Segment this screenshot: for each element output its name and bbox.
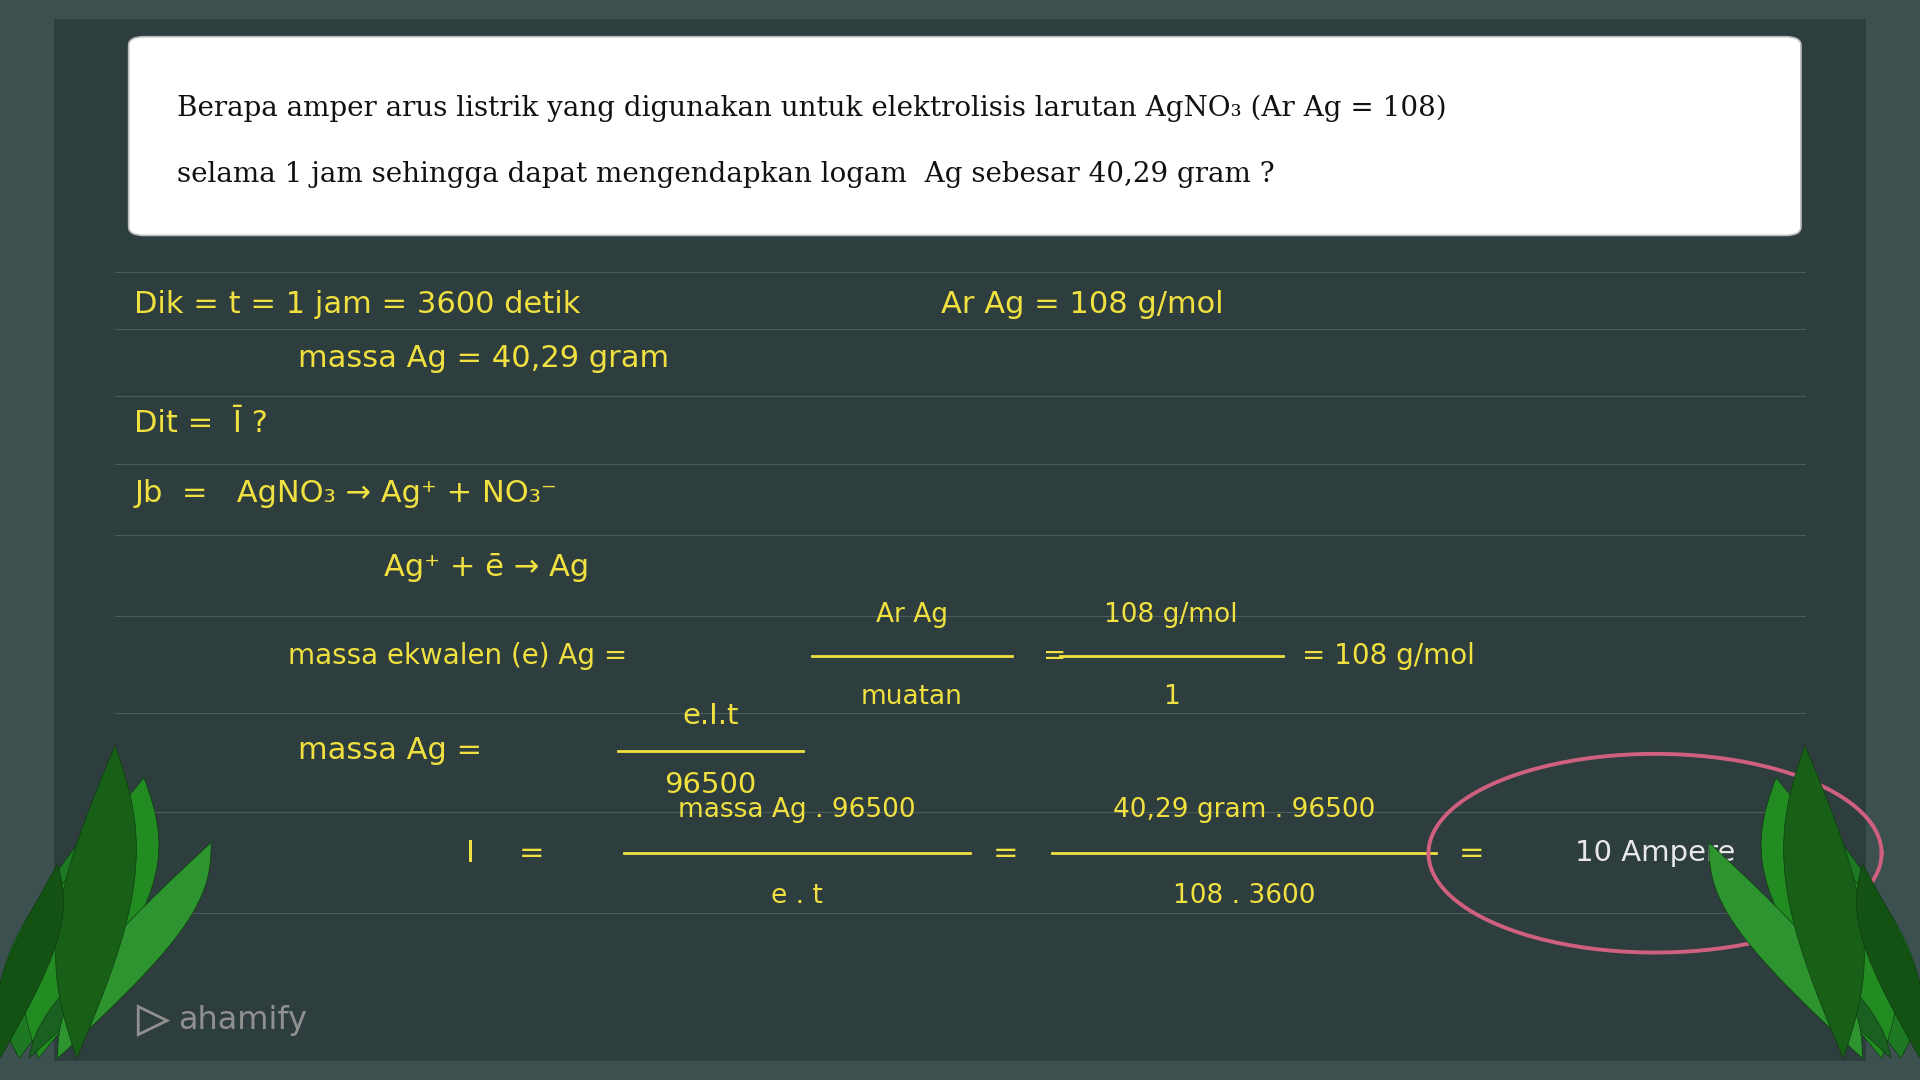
Text: Ar Ag: Ar Ag [876,602,948,627]
Text: massa Ag =: massa Ag = [298,737,482,765]
Text: massa Ag . 96500: massa Ag . 96500 [678,797,916,823]
Text: massa Ag = 40,29 gram: massa Ag = 40,29 gram [298,345,668,373]
Polygon shape [1784,745,1864,1058]
Text: 96500: 96500 [664,771,756,799]
Polygon shape [29,886,173,1058]
Text: e.I.t: e.I.t [682,702,739,730]
Text: = 108 g/mol: = 108 g/mol [1302,642,1475,670]
Text: Ag⁺ + ē → Ag: Ag⁺ + ē → Ag [384,553,589,581]
Polygon shape [1814,832,1920,1058]
Polygon shape [1761,778,1897,1058]
Text: Dit =  Ī ?: Dit = Ī ? [134,409,269,437]
Text: I: I [467,839,474,867]
Text: 108 . 3600: 108 . 3600 [1173,883,1315,909]
Text: ahamify: ahamify [179,1005,307,1036]
Text: Ar Ag = 108 g/mol: Ar Ag = 108 g/mol [941,291,1223,319]
Polygon shape [1857,864,1920,1058]
Text: 10 Ampere: 10 Ampere [1574,839,1736,867]
Polygon shape [0,832,106,1058]
Text: 40,29 gram . 96500: 40,29 gram . 96500 [1114,797,1375,823]
FancyBboxPatch shape [129,37,1801,235]
Text: =: = [1459,839,1484,867]
Text: =: = [1043,642,1066,670]
Text: Berapa amper arus listrik yang digunakan untuk elektrolisis larutan AgNO₃ (Ar Ag: Berapa amper arus listrik yang digunakan… [177,94,1446,122]
Text: selama 1 jam sehingga dapat mengendapkan logam  Ag sebesar 40,29 gram ?: selama 1 jam sehingga dapat mengendapkan… [177,161,1275,188]
Text: =: = [993,839,1018,867]
Polygon shape [23,778,159,1058]
Text: 108 g/mol: 108 g/mol [1104,602,1238,627]
Text: 1: 1 [1164,684,1179,710]
Text: massa ekwalen (e) Ag =: massa ekwalen (e) Ag = [288,642,628,670]
Polygon shape [1709,842,1862,1058]
Text: muatan: muatan [860,684,964,710]
Polygon shape [1747,886,1891,1058]
Polygon shape [58,842,211,1058]
Text: Dik = t = 1 jam = 3600 detik: Dik = t = 1 jam = 3600 detik [134,291,580,319]
FancyBboxPatch shape [54,19,1866,1061]
Text: e . t: e . t [770,883,824,909]
Polygon shape [56,745,136,1058]
Polygon shape [0,864,63,1058]
Text: Jb  =   AgNO₃ → Ag⁺ + NO₃⁻: Jb = AgNO₃ → Ag⁺ + NO₃⁻ [134,480,557,508]
Text: =: = [518,839,543,867]
